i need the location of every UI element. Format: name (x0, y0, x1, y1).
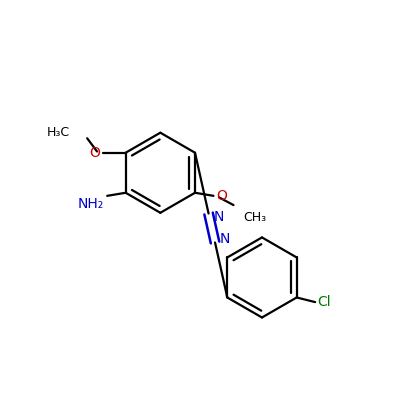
Text: N: N (220, 232, 230, 246)
Text: O: O (89, 146, 100, 160)
Text: NH₂: NH₂ (78, 197, 104, 211)
Text: CH₃: CH₃ (243, 211, 266, 224)
Text: Cl: Cl (318, 295, 331, 309)
Text: O: O (216, 189, 227, 203)
Text: H₃C: H₃C (47, 126, 70, 139)
Text: N: N (214, 210, 224, 224)
